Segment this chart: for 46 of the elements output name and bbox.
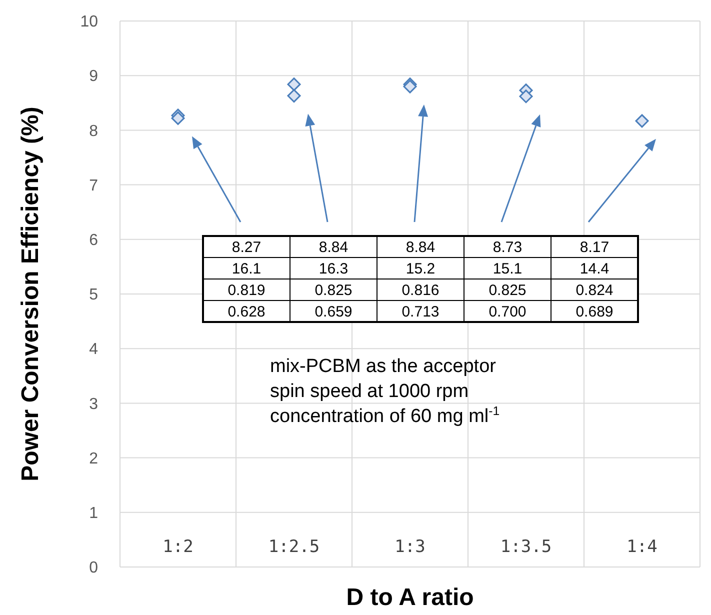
annotation: 0.659 [314, 304, 352, 320]
annotation: 16.1 [232, 260, 262, 278]
point [287, 89, 301, 103]
point [171, 111, 185, 125]
annotation: 16.3 [318, 260, 348, 278]
annotation: 14.4 [580, 260, 610, 278]
y-tick-label: 5 [89, 286, 98, 304]
annotation: 0.816 [402, 282, 440, 299]
annotation: 0.713 [402, 304, 440, 320]
annotation: 0.700 [488, 304, 526, 320]
x-tick-label: 1:3.5 [500, 537, 552, 557]
y-tick-label: 9 [89, 68, 98, 86]
annotation: 0.689 [576, 304, 614, 320]
y-tick-label: 4 [89, 341, 98, 358]
annotation: 0.825 [488, 282, 526, 299]
y-tick-label: 3 [89, 396, 98, 413]
annotation: 0.819 [228, 282, 266, 299]
annotation: 15.2 [406, 260, 436, 278]
annotation: 0.824 [576, 282, 614, 299]
point [287, 78, 301, 92]
y-tick-label: 2 [89, 450, 98, 468]
annotation: 8.84 [406, 239, 436, 256]
x-tick-label: 1:3 [394, 537, 426, 557]
annotation: 8.27 [232, 239, 262, 256]
annotation: mix-PCBM as the acceptor [270, 356, 497, 377]
x-tick-label: 1:2.5 [268, 537, 320, 557]
annotation: 8.17 [580, 239, 610, 256]
point [519, 90, 533, 104]
y-tick-label: 6 [89, 232, 98, 249]
annotation: 8.84 [318, 239, 348, 256]
annotation: 15.1 [492, 260, 522, 278]
annotation: concentration of 60 mg ml$^{-1}$ [270, 404, 500, 427]
y-tick-label: 0 [89, 560, 98, 577]
x-axis-title: D to A ratio [346, 584, 474, 611]
annotation: 0.628 [228, 304, 266, 320]
x-tick-label: 1:4 [626, 537, 658, 557]
y-axis-title: Power Conversion Efficiency (%) [17, 106, 44, 482]
y-tick-label: 8 [89, 122, 98, 140]
annotation: spin speed at 1000 rpm [270, 381, 469, 402]
y-tick-label: 10 [80, 14, 98, 31]
y-tick-label: 1 [89, 505, 98, 522]
annotation: 0.825 [314, 282, 352, 299]
annotation: 8.73 [492, 239, 522, 256]
point [635, 114, 649, 128]
x-tick-label: 1:2 [162, 537, 194, 557]
y-tick-label: 7 [89, 177, 98, 194]
